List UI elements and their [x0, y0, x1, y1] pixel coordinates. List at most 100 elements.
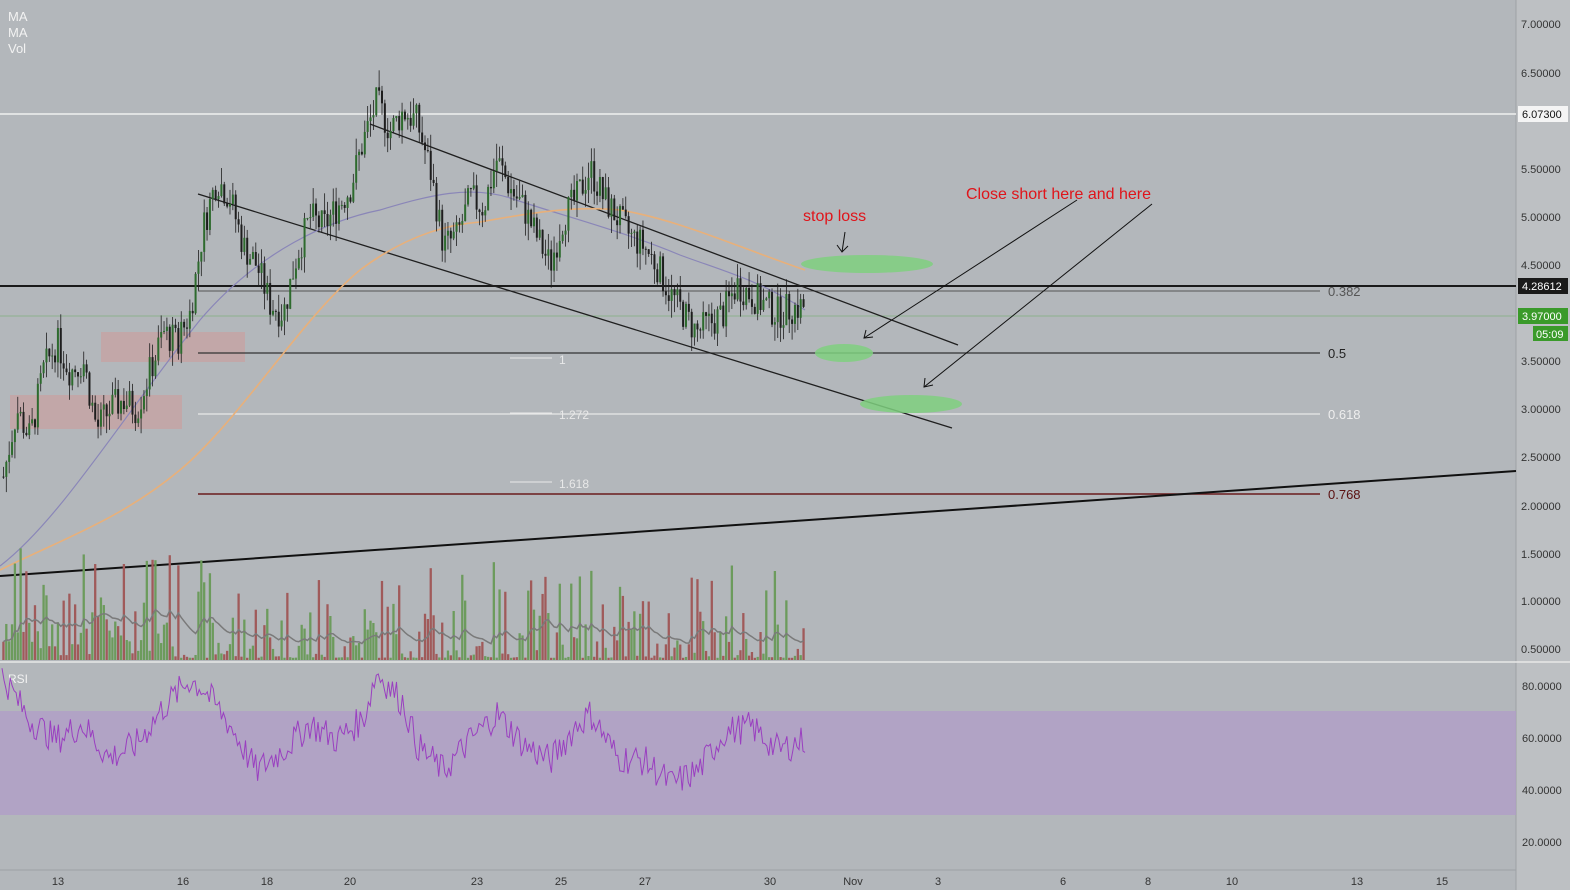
candle-body [223, 184, 226, 204]
candle-body [332, 201, 335, 215]
candle-body [263, 263, 266, 294]
candle-body [501, 158, 504, 166]
volume-bar [102, 605, 105, 660]
candle-body [793, 305, 796, 324]
volume-bar [131, 653, 134, 660]
time-tick: 23 [471, 876, 483, 888]
volume-bars [2, 548, 805, 660]
volume-bar [578, 576, 582, 660]
volume-bar [564, 657, 567, 660]
candle-body [22, 411, 25, 433]
candle-body [730, 293, 733, 297]
volume-bar [225, 650, 229, 660]
volume-bar [289, 657, 292, 660]
candle-body [567, 197, 570, 231]
price-axis[interactable]: 7.00000 6.50000 5.50000 5.00000 4.50000 … [1521, 19, 1561, 656]
volume-bar [10, 624, 14, 660]
candle-body [13, 429, 16, 443]
rsi-axis[interactable]: 80.0000 60.0000 40.0000 20.0000 [1522, 681, 1562, 849]
volume-bar [727, 641, 731, 660]
volume-bar [317, 580, 321, 660]
candle-body [461, 221, 464, 225]
price-tick: 5.00000 [1521, 212, 1561, 224]
candle-body [79, 376, 82, 378]
volume-bar [713, 632, 716, 660]
candle-body [231, 194, 234, 204]
candle-body [134, 414, 137, 424]
candle-body [679, 289, 682, 302]
channel-lower-line[interactable] [197, 193, 953, 429]
volume-bar [593, 656, 596, 660]
candle-body [530, 209, 533, 227]
candle-body [538, 229, 541, 238]
candle-body [343, 204, 346, 208]
volume-bar [263, 625, 266, 660]
candle-body [653, 254, 656, 270]
volume-bar [30, 641, 34, 660]
long-trend-line[interactable] [0, 470, 1517, 577]
volume-bar [223, 654, 226, 660]
candle-body [406, 117, 409, 120]
candle-body [527, 209, 530, 224]
volume-bar [246, 657, 249, 660]
volume-legend[interactable]: Vol [8, 41, 26, 56]
candle-body [684, 303, 687, 327]
volume-bar [790, 657, 794, 660]
volume-bar [303, 628, 306, 660]
volume-bar [670, 656, 673, 660]
candle-body [163, 330, 166, 333]
candle-body [573, 189, 576, 201]
volume-bar [8, 641, 11, 660]
candle-body [773, 322, 776, 325]
volume-bar [673, 647, 676, 660]
volume-bar [185, 656, 189, 660]
stop-loss-note[interactable]: stop loss [803, 208, 866, 225]
candlesticks[interactable] [2, 70, 805, 493]
candle-body [274, 310, 277, 312]
volume-bar [165, 622, 169, 660]
volume-bar [151, 559, 154, 660]
ma-fast-legend[interactable]: MA [8, 9, 28, 24]
price-tick: 4.50000 [1521, 260, 1561, 272]
volume-bar [389, 657, 392, 660]
candle-body [748, 287, 751, 300]
candle-body [214, 189, 217, 200]
ma-slow-legend[interactable]: MA [8, 25, 28, 40]
volume-bar [504, 591, 507, 660]
volume-bar [48, 646, 51, 660]
volume-bar [478, 645, 481, 660]
candle-body [122, 400, 125, 409]
volume-bar [492, 562, 495, 660]
candle-body [550, 249, 553, 271]
volume-bar [624, 656, 627, 660]
close-short-note[interactable]: Close short here and here [966, 186, 1151, 203]
rsi-legend[interactable]: RSI [8, 672, 28, 686]
volume-bar [681, 657, 685, 660]
volume-bar [796, 648, 799, 660]
candle-body [165, 326, 168, 331]
candle-body [616, 220, 619, 226]
candle-body [639, 229, 642, 254]
volume-bar [418, 631, 421, 660]
candle-body [260, 263, 263, 273]
candle-body [561, 234, 564, 242]
volume-bar [750, 652, 754, 660]
candle-body [670, 289, 673, 301]
candle-body [487, 186, 490, 211]
candle-body [593, 161, 596, 192]
candle-body [667, 295, 670, 301]
candle-body [369, 117, 372, 122]
time-tick: 16 [177, 876, 189, 888]
candle-body [802, 299, 805, 307]
candle-body [363, 131, 366, 155]
price-tick: 5.50000 [1521, 164, 1561, 176]
channel-upper-line[interactable] [369, 123, 959, 346]
close-short-arrowhead-1 [863, 329, 874, 339]
volume-bar [638, 613, 642, 660]
candle-body [94, 402, 97, 420]
time-axis[interactable]: 13 16 18 20 23 25 27 30 Nov 3 6 8 10 13 … [52, 876, 1448, 888]
volume-bar [128, 641, 131, 660]
candle-body [426, 150, 429, 152]
candle-body [553, 252, 556, 271]
